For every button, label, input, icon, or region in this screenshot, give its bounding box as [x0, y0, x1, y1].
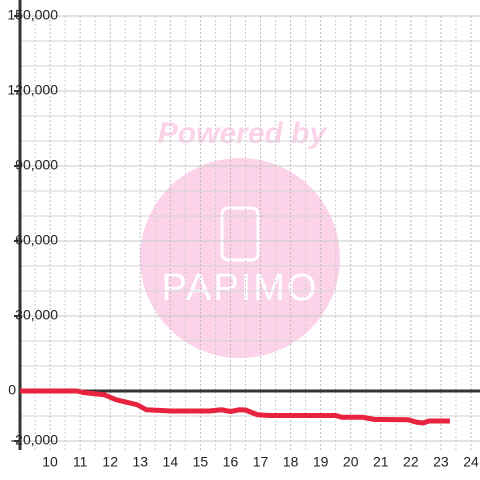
x-tick-label: 11: [73, 454, 88, 470]
x-tick-label: 21: [373, 454, 389, 470]
watermark-icon: [220, 206, 260, 262]
y-tick-label: 0: [8, 382, 16, 398]
x-tick-label: 12: [102, 454, 118, 470]
watermark-circle: [140, 158, 340, 358]
data-line: [20, 388, 450, 426]
x-tick-label: 19: [313, 454, 329, 470]
x-tick-label: 13: [132, 454, 148, 470]
x-tick-label: 20: [343, 454, 359, 470]
marks: [20, 388, 450, 426]
x-tick-label: 14: [163, 454, 179, 470]
y-tick-label: 150,000: [7, 7, 58, 23]
y-tick-label: 30,000: [15, 307, 58, 323]
x-tick-label: 16: [223, 454, 239, 470]
x-tick-label: 24: [463, 454, 479, 470]
grid: [14, 0, 480, 450]
y-tick-label: -20,000: [11, 432, 59, 448]
x-tick-label: 10: [42, 454, 58, 470]
watermark-title: Powered by: [158, 117, 328, 150]
y-tick-label: 60,000: [15, 232, 58, 248]
x-tick-label: 23: [433, 454, 449, 470]
x-tick-label: 17: [253, 454, 269, 470]
x-tick-label: 18: [283, 454, 299, 470]
y-tick-label: 90,000: [15, 157, 58, 173]
y-tick-label: 120,000: [7, 82, 58, 98]
x-tick-label: 15: [193, 454, 209, 470]
x-tick-label: 22: [403, 454, 419, 470]
